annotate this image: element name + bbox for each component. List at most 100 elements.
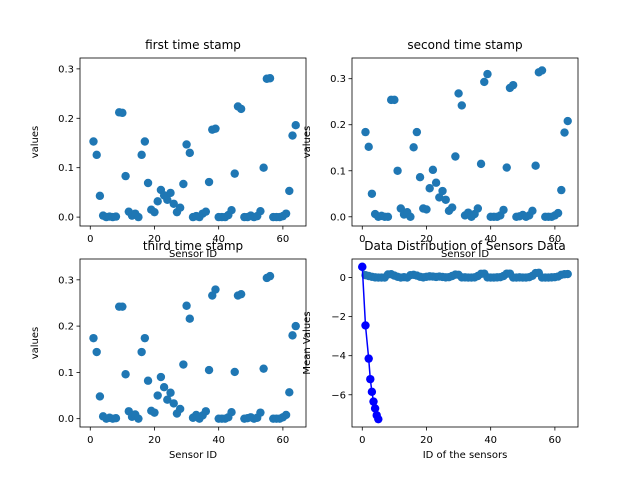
data-point [182,140,191,149]
x-tick-label: 0 [87,435,93,446]
data-point [265,74,275,83]
y-axis-label: Mean Values [302,311,313,374]
data-point [137,347,146,357]
data-point [447,203,457,212]
series-line-2 [361,266,380,420]
data-point [383,212,393,221]
subplot-title: second time stamp [407,38,522,52]
data-point [89,137,98,146]
data-point [137,150,146,160]
data-point [230,367,239,377]
data-point [553,208,563,218]
data-point [281,209,291,218]
data-point [291,121,300,130]
data-point [163,195,172,205]
y-tick-label: 0.3 [58,64,74,75]
y-tick-label: −6 [331,390,346,401]
series-2-point [358,262,367,272]
axes-frame [351,258,579,428]
x-tick-label: 40 [212,435,225,446]
data-point [159,382,169,392]
y-tick-label: 0.1 [58,368,74,379]
data-point [95,392,105,401]
data-point [281,410,291,420]
data-point [227,407,236,417]
subplot-1: 0 20 40 60 0.0 0.1 0.2 0.3 first time stamp Senso… [30,38,307,260]
x-tick-label: 60 [549,234,562,245]
series-2-point [366,374,375,384]
data-point [259,163,268,172]
data-point [508,80,518,90]
data-point [425,184,434,193]
data-point [367,189,377,198]
x-tick-label: 20 [148,435,161,446]
data-point [175,203,185,212]
data-point [156,372,166,382]
y-tick-label: 0.0 [58,414,74,425]
x-tick-label: 60 [277,435,290,446]
data-point [415,173,425,182]
data-point [140,333,150,343]
data-point [179,360,188,369]
axes-frame [79,258,307,428]
series-2-point [370,404,380,413]
data-point [422,205,431,214]
data-point [185,148,194,158]
data-point [143,178,153,188]
data-point [95,191,105,201]
series-2-point [369,397,378,406]
data-point [256,206,265,216]
data-point [473,204,483,213]
data-point [163,395,172,404]
data-point [211,124,220,133]
data-point [563,116,572,126]
data-point [537,66,547,75]
data-point [185,314,194,323]
data-point [175,404,185,414]
series-2-point [364,354,373,363]
data-point [438,186,447,196]
data-point [502,163,511,172]
data-point [230,169,239,178]
subplot-title: third time stamp [143,239,243,253]
y-tick-label: 0.2 [58,322,74,333]
data-point [153,391,162,400]
data-point [531,161,540,170]
axes-frame [79,57,307,227]
data-point [166,188,175,198]
x-tick-label: 0 [359,234,365,245]
x-axis-label: Sensor ID [169,450,217,461]
y-tick-label: 0.0 [330,212,346,223]
data-point [111,414,121,423]
x-axis-label: Sensor ID [169,249,217,260]
y-tick-label: 0.1 [330,166,346,177]
y-tick-label: −2 [331,312,346,323]
data-point [169,199,178,208]
data-point [451,152,460,161]
data-point [182,301,191,310]
y-tick-label: 0.2 [58,114,74,125]
x-axis-label: Sensor ID [441,249,489,260]
subplot-title: Data Distribution of Sensors Data [364,239,566,253]
data-point [409,143,418,152]
data-point [528,206,537,216]
data-point [121,171,130,181]
data-point [143,376,153,385]
data-point [457,101,466,110]
x-tick-label: 40 [484,234,497,245]
y-axis-label: values [30,126,41,159]
data-point [499,205,508,215]
data-point [204,365,214,375]
data-point [390,95,399,105]
y-tick-label: 0.3 [330,74,346,85]
data-point [89,333,98,343]
data-point [118,108,127,118]
series-1-point [563,269,572,279]
x-tick-label: 20 [420,234,433,245]
data-point [285,186,294,196]
data-point [236,289,246,299]
data-point [265,271,275,281]
data-point [431,178,441,187]
data-point [288,131,297,140]
